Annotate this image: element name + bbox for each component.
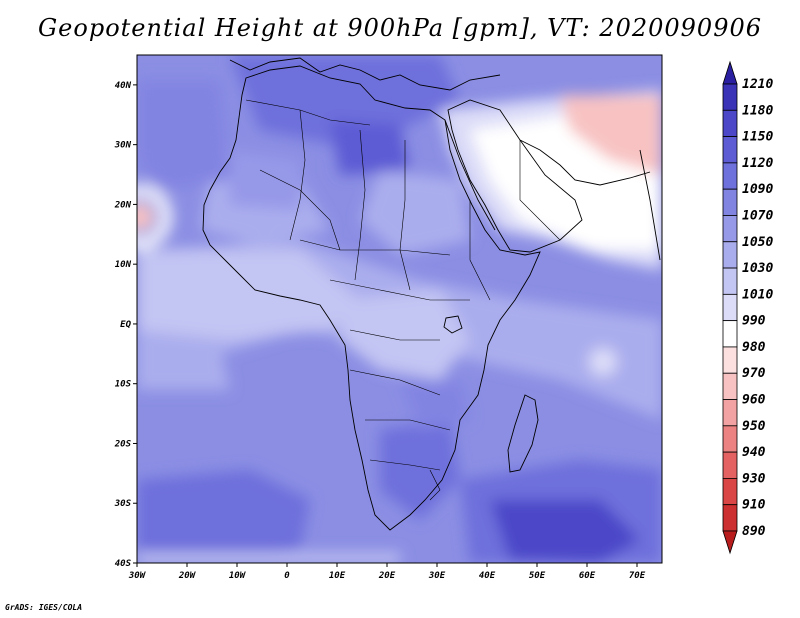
colorbar-label: 970	[742, 366, 766, 381]
colorbar-swatch	[722, 451, 738, 479]
colorbar-swatch	[722, 136, 738, 164]
field-southern-africa	[380, 420, 460, 520]
persian-gulf-coast	[519, 139, 651, 186]
field-tropical-cyclone	[137, 203, 154, 231]
colorbar-swatch	[722, 346, 738, 374]
red-sea	[444, 119, 496, 231]
lon-tick-label: 50E	[529, 571, 546, 581]
lat-tick-label: 30N	[114, 141, 132, 151]
field-med-high	[230, 55, 460, 150]
coastlines-and-borders	[202, 57, 661, 531]
colorbar-label: 990	[742, 314, 766, 329]
colorbar-label: 930	[742, 471, 766, 486]
lat-tick-label: 40S	[115, 559, 132, 569]
field-libya-high	[330, 120, 410, 175]
lon-tick-label: 40E	[479, 571, 496, 581]
colorbar-label: 1150	[742, 130, 773, 145]
lon-tick-label: 0	[284, 571, 290, 581]
colorbar-swatch	[722, 267, 738, 295]
lon-tick-label: 60E	[579, 571, 596, 581]
lat-tick-label: 40N	[115, 81, 132, 91]
lat-tick-label: 10S	[115, 380, 132, 390]
colorbar-swatch	[722, 109, 738, 137]
colorbar-label: 950	[742, 419, 766, 434]
field-east-sahara	[360, 170, 470, 255]
lat-tick-label: 10N	[115, 260, 132, 270]
lon-tick-label: 30W	[128, 571, 147, 581]
lake-victoria	[443, 315, 463, 334]
colorbar-swatch	[722, 162, 738, 190]
africa-coastline	[202, 65, 541, 531]
field-indus-heat	[560, 95, 662, 175]
map-title: Geopotential Height at 900hPa [gpm], VT:…	[38, 14, 762, 42]
colorbar-bottom-arrow	[722, 530, 738, 555]
field-zambia	[400, 380, 470, 430]
colorbar-swatch	[722, 478, 738, 506]
field-atlantic-north	[137, 80, 230, 190]
colorbar: 1210 1180 1150 1120 1090 1070 1050 1030 1010 990 9…	[722, 60, 773, 555]
lat-tick-label: 30S	[114, 499, 132, 509]
colorbar-swatch	[722, 241, 738, 269]
colorbar-label: 1180	[742, 103, 773, 118]
field-indian-low-spot	[589, 348, 617, 376]
field-south-indian-core	[490, 500, 640, 563]
colorbar-swatch	[722, 504, 738, 532]
lon-tick-label: 10W	[229, 571, 247, 581]
field-cyclone-ring	[137, 184, 173, 250]
colorbar-swatch	[722, 425, 738, 453]
colorbar-label: 1120	[742, 156, 773, 171]
india-coast	[639, 149, 661, 261]
colorbar-label: 910	[742, 498, 766, 513]
colorbar-swatch	[722, 293, 738, 322]
colorbar-label: 890	[742, 524, 766, 539]
grads-credit: GrADS: IGES/COLA	[5, 603, 83, 612]
lat-tick-label: EQ	[120, 320, 131, 330]
colorbar-label: 1050	[742, 235, 773, 250]
field-south-atlantic-high	[137, 470, 310, 563]
colorbar-label: 1030	[742, 261, 773, 276]
longitude-axis: 30W 20W 10W 0 10E 20E 30E 40E 50E 60E 70E	[128, 563, 646, 581]
colorbar-swatch	[722, 320, 738, 348]
field-west-africa-low	[137, 250, 360, 340]
field-mauritania	[230, 150, 300, 210]
colorbar-swatch	[722, 399, 738, 427]
colorbar-swatch	[722, 372, 738, 400]
colorbar-swatch	[722, 83, 738, 111]
colorbar-label: 1070	[742, 208, 773, 223]
colorbar-label: 1010	[742, 287, 773, 302]
lon-tick-label: 70E	[629, 571, 646, 581]
map-frame	[136, 54, 663, 564]
lon-tick-label: 20E	[378, 571, 396, 581]
lat-tick-label: 20S	[114, 439, 132, 449]
latitude-axis: 40N 30N 20N 10N EQ 10S 20S 30S 40S	[114, 81, 137, 569]
arabia-coastline	[447, 99, 583, 253]
colorbar-label: 940	[742, 445, 766, 460]
colorbar-label: 960	[742, 393, 766, 408]
colorbar-swatch	[722, 188, 738, 216]
colorbar-label: 1090	[742, 182, 773, 197]
madagascar	[507, 394, 539, 473]
colorbar-label: 1210	[742, 77, 773, 92]
height-field	[137, 55, 662, 563]
field-atlantic-equatorial	[137, 340, 230, 390]
lon-tick-label: 30E	[428, 571, 446, 581]
europe-coast	[229, 57, 501, 91]
colorbar-label: 980	[742, 340, 766, 355]
lon-tick-label: 10E	[329, 571, 346, 581]
colorbar-top-arrow	[722, 60, 738, 85]
lon-tick-label: 20W	[178, 571, 197, 581]
lat-tick-label: 20N	[114, 200, 132, 210]
colorbar-swatch	[722, 215, 738, 243]
field-south-light-edge	[137, 553, 400, 563]
country-borders	[245, 99, 561, 501]
field-congo-low	[340, 290, 470, 380]
